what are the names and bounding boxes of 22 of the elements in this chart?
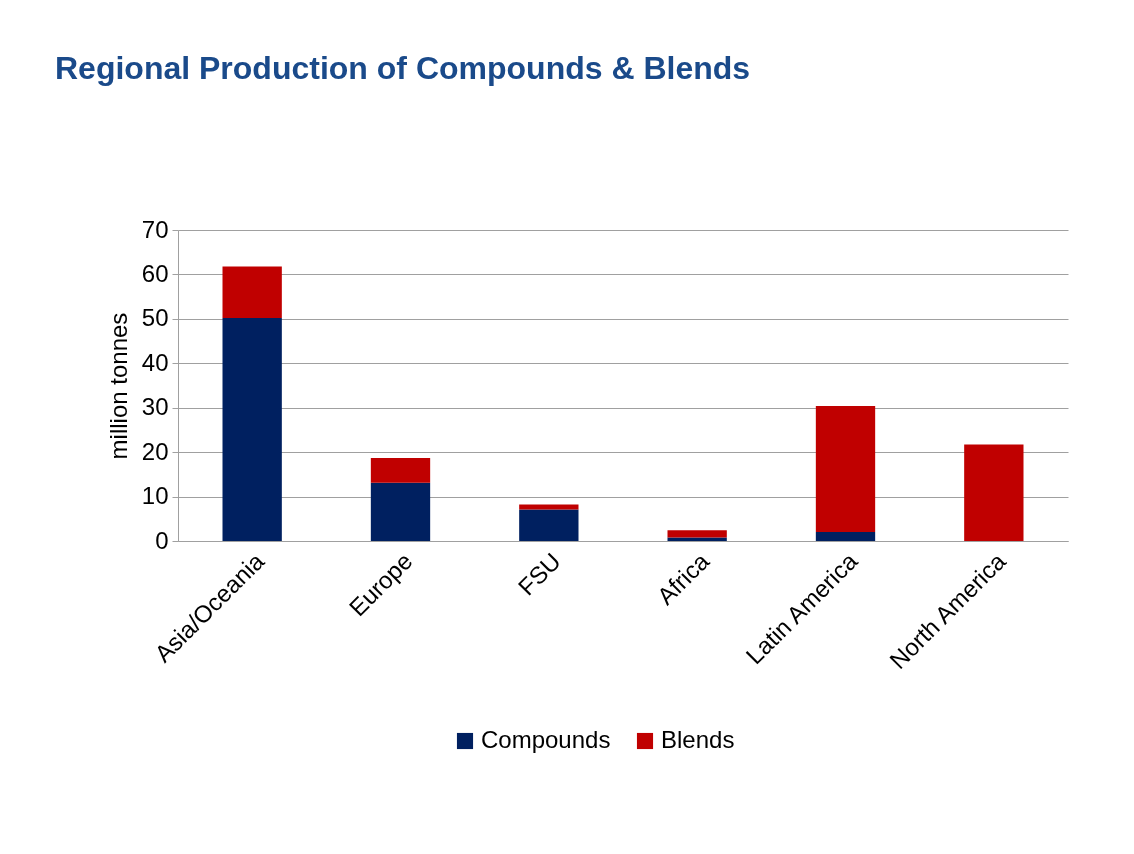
y-axis-title: million tonnes [104, 312, 132, 460]
y-tick-label: 10 [141, 482, 169, 510]
bar [815, 405, 876, 533]
y-tick-label: 60 [141, 259, 169, 287]
bar [222, 266, 282, 318]
y-tick-label: 70 [141, 215, 169, 243]
legend-label: Compounds [481, 726, 611, 753]
y-tick-label: 20 [141, 437, 169, 465]
bar [815, 532, 876, 541]
bar [222, 317, 282, 541]
bar [964, 444, 1024, 541]
bar [370, 482, 431, 541]
chart-title: Regional Production of Compounds & Blends [55, 50, 751, 86]
y-tick-label: 40 [141, 348, 169, 376]
bar [667, 530, 727, 538]
bar [519, 509, 579, 541]
y-tick-label: 50 [141, 304, 169, 332]
legend-label: Blends [661, 726, 735, 753]
bar [370, 457, 431, 483]
bar [667, 537, 727, 541]
y-tick-label: 0 [155, 526, 169, 554]
y-tick-label: 30 [141, 393, 169, 421]
